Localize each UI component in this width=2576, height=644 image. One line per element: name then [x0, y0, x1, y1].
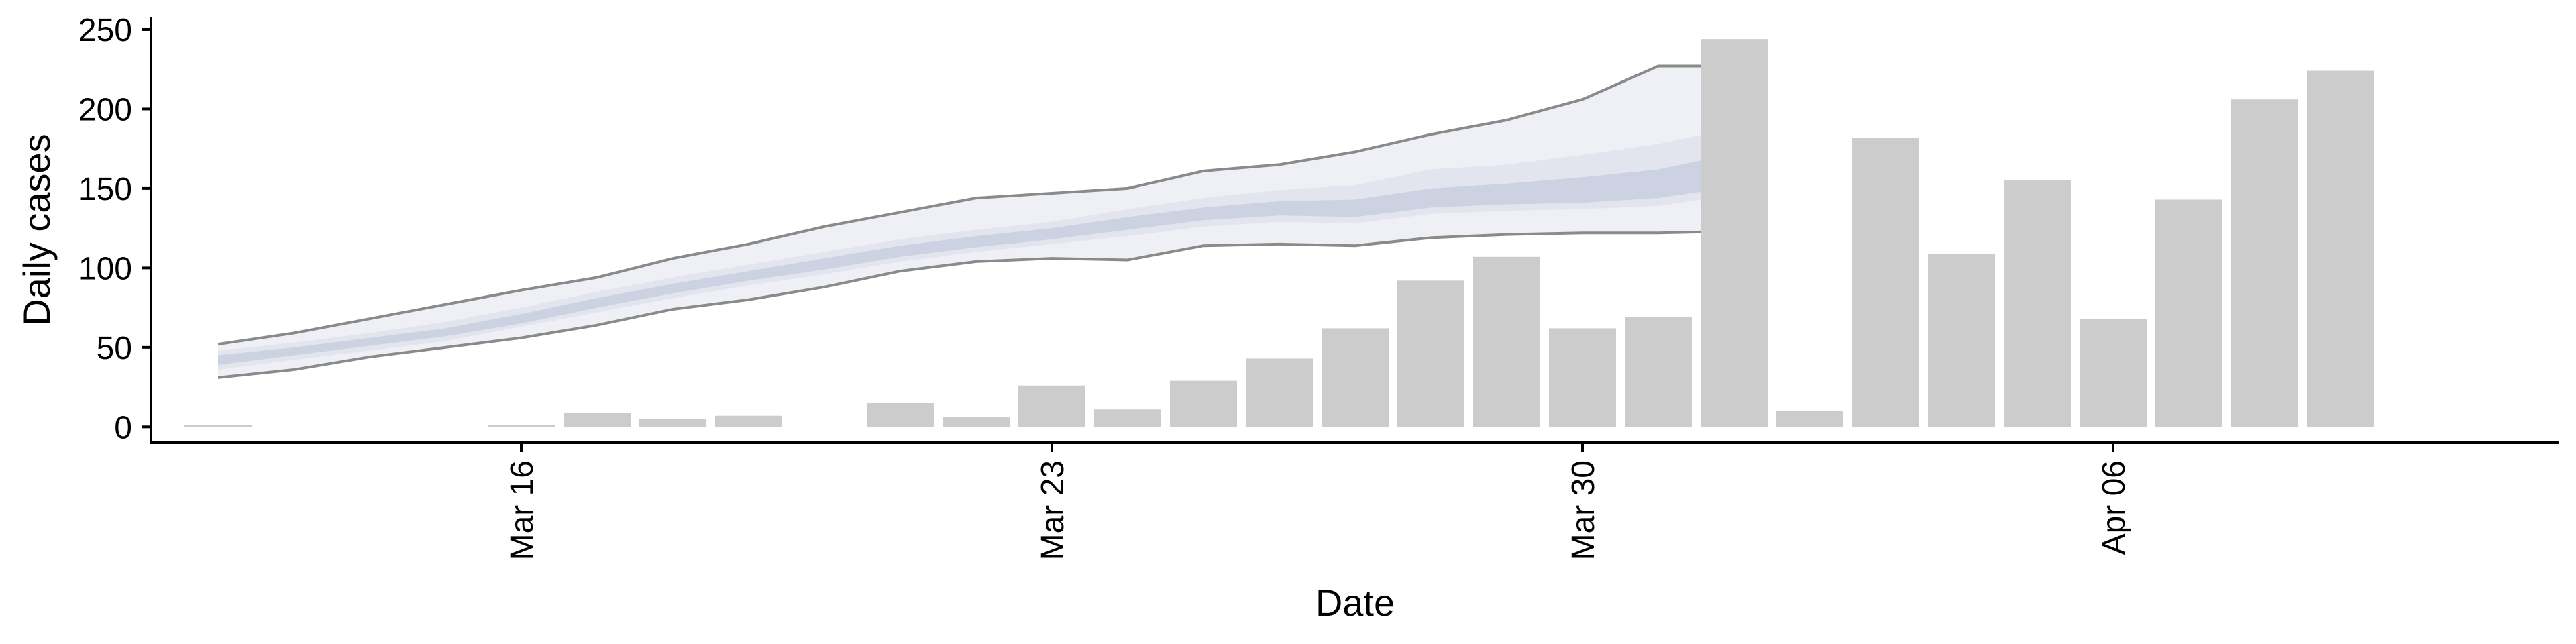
bar [1473, 256, 1540, 427]
x-axis-title: Date [1316, 582, 1395, 624]
bar [1018, 385, 1085, 427]
y-tick-label: 0 [114, 410, 132, 445]
bar [1928, 254, 1995, 427]
band-lower-line [217, 229, 1735, 379]
x-tick-label: Mar 23 [1035, 460, 1071, 560]
bar [1397, 280, 1464, 427]
bar [1776, 411, 1843, 427]
x-tick-label: Mar 16 [504, 460, 540, 560]
x-tick-label: Apr 06 [2096, 460, 2132, 555]
y-tick-label: 150 [78, 172, 132, 207]
bar [639, 419, 706, 427]
axes: 0 50 100 150 200 250 Mar 16 Mar 23 Mar 30 Apr 06 [78, 13, 2559, 560]
y-tick-label: 200 [78, 92, 132, 127]
bar [2307, 70, 2374, 427]
bar [943, 417, 1010, 427]
bar [1170, 380, 1237, 427]
bar [1625, 317, 1692, 427]
bar [184, 425, 252, 427]
bar [1549, 328, 1616, 427]
x-axis-ticks: Mar 16 Mar 23 Mar 30 Apr 06 [504, 443, 2132, 560]
bar [1852, 138, 1919, 427]
bar [2231, 99, 2298, 427]
daily-cases-bars [184, 39, 2374, 427]
bar [2004, 180, 2071, 427]
bar [2155, 199, 2222, 427]
x-tick-label: Mar 30 [1566, 460, 1601, 560]
bar [564, 412, 631, 427]
band-upper-line [217, 64, 1734, 346]
bar [715, 415, 782, 427]
y-tick-label: 50 [97, 331, 132, 366]
estimate-band [217, 64, 1735, 379]
y-axis-title: Daily cases [15, 133, 58, 325]
band-20-region [218, 153, 1734, 365]
bar [488, 425, 555, 427]
bar [1246, 358, 1313, 427]
bar [1701, 39, 1768, 427]
y-axis-ticks: 0 50 100 150 200 250 [78, 13, 151, 445]
y-tick-label: 100 [78, 251, 132, 286]
bar [1094, 409, 1161, 427]
bar [2080, 319, 2147, 427]
y-tick-label: 250 [78, 13, 132, 48]
band-50-region [218, 127, 1734, 370]
bar [1322, 328, 1389, 427]
bar [867, 402, 934, 427]
